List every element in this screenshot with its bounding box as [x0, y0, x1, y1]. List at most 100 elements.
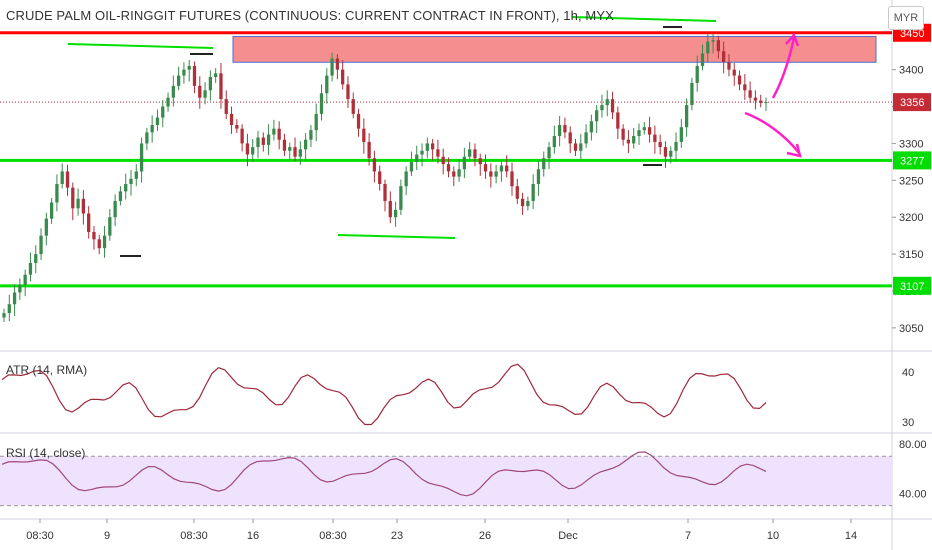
candle-body [198, 85, 202, 98]
candle-body [134, 171, 138, 179]
candle-body [446, 164, 451, 172]
candle-body [494, 171, 498, 177]
candle-body [706, 41, 710, 54]
candle-body [314, 113, 318, 131]
atr-line [1, 363, 767, 426]
candle-body [483, 164, 488, 172]
candle-body [711, 40, 715, 42]
candle-body [214, 73, 218, 78]
candle-body [663, 147, 668, 157]
candle-body [505, 165, 509, 172]
candle-body [383, 184, 387, 201]
candle-body [626, 139, 631, 144]
candle-body [319, 93, 324, 114]
candle-body [579, 143, 583, 151]
candle-body [245, 143, 250, 155]
candle-body [351, 99, 355, 114]
candle-body [716, 40, 721, 52]
candle-body [34, 254, 38, 263]
price-axis-label-bg [893, 151, 931, 170]
candle-body [330, 58, 334, 76]
rsi-tick-label: 80.00 [899, 439, 927, 451]
candle-body [642, 127, 646, 131]
candle-body [658, 141, 662, 148]
candle-body [145, 132, 149, 144]
candle-body [722, 51, 726, 63]
x-tick-label: Dec [558, 530, 578, 542]
candle-body [335, 58, 340, 70]
candle-body [182, 69, 186, 76]
candle-body [462, 156, 467, 170]
candle-body [542, 158, 546, 170]
candle-body [7, 304, 11, 314]
candle-body [150, 124, 154, 133]
candle-body [113, 200, 117, 218]
candle-body [39, 235, 43, 255]
candle-body [436, 149, 440, 157]
atr-indicator-label: ATR (14, RMA) [6, 363, 88, 377]
up-arrow-head [785, 32, 800, 47]
candle-body [28, 262, 33, 275]
rsi-line [1, 451, 767, 497]
up-arrow [771, 37, 796, 99]
candle-body [102, 235, 107, 249]
rsi-indicator-label: RSI (14, close) [6, 446, 86, 460]
candle-body [219, 73, 223, 100]
candle-body [171, 85, 175, 98]
down-arrow-head [786, 143, 802, 158]
candle-body [97, 239, 101, 249]
currency-button[interactable]: MYR [888, 6, 924, 30]
price-axis-label-bg [893, 93, 931, 112]
candle-body [404, 171, 408, 187]
candle-body [108, 217, 112, 236]
candle-body [87, 213, 91, 232]
candle-body [256, 137, 260, 148]
candle-body [166, 97, 170, 107]
candle-body [690, 82, 694, 106]
candle-body [282, 139, 287, 151]
candle-body [393, 209, 398, 218]
candle-body [240, 128, 244, 144]
candle-body [298, 149, 302, 157]
candle-body [737, 75, 742, 85]
candle-body [372, 158, 377, 172]
candle-body [2, 313, 6, 318]
candle-body [139, 143, 144, 172]
candle-body [266, 134, 271, 145]
candle-body [700, 53, 705, 66]
y-tick-label: 3200 [899, 212, 923, 224]
candle-body [621, 128, 625, 140]
rsi-tick-label: 40.00 [899, 488, 927, 500]
candle-body [759, 100, 763, 103]
candle-body [187, 65, 191, 70]
candle-body [727, 62, 731, 70]
candle-body [224, 99, 228, 114]
candle-body [409, 161, 414, 172]
price-axis-label: 3450 [900, 28, 924, 40]
candle-body [388, 200, 392, 218]
candle-body [378, 171, 382, 184]
candle-body [573, 143, 578, 151]
candle-body [669, 150, 673, 157]
candle-body [161, 106, 165, 118]
candle-body [478, 158, 482, 165]
chart-title: CRUDE PALM OIL-RINGGIT FUTURES (CONTINUO… [6, 8, 614, 23]
candle-body [679, 127, 683, 142]
x-tick-label: 08:30 [26, 530, 54, 542]
candle-body [753, 97, 758, 101]
candle-body [44, 218, 48, 236]
candle-body [118, 191, 123, 201]
candle-body [420, 150, 424, 155]
candle-body [610, 99, 615, 113]
candle-body [547, 147, 551, 159]
candle-body [49, 202, 54, 219]
x-tick-label: 08:30 [319, 530, 347, 542]
candle-body [425, 143, 429, 151]
resistance-zone [232, 35, 877, 63]
x-tick-label: 08:30 [180, 530, 208, 542]
candle-body [129, 178, 133, 184]
candle-body [743, 84, 747, 91]
candle-body [81, 198, 86, 214]
candle-body [732, 69, 736, 76]
